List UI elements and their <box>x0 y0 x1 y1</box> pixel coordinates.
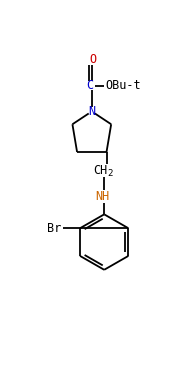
Text: 2: 2 <box>107 169 112 178</box>
Text: Br: Br <box>47 222 62 235</box>
Text: N: N <box>88 105 95 118</box>
Text: C: C <box>86 79 93 92</box>
Text: NH: NH <box>95 190 109 203</box>
Text: OBu-t: OBu-t <box>105 79 141 92</box>
Text: O: O <box>89 53 96 66</box>
Text: CH: CH <box>93 164 107 177</box>
